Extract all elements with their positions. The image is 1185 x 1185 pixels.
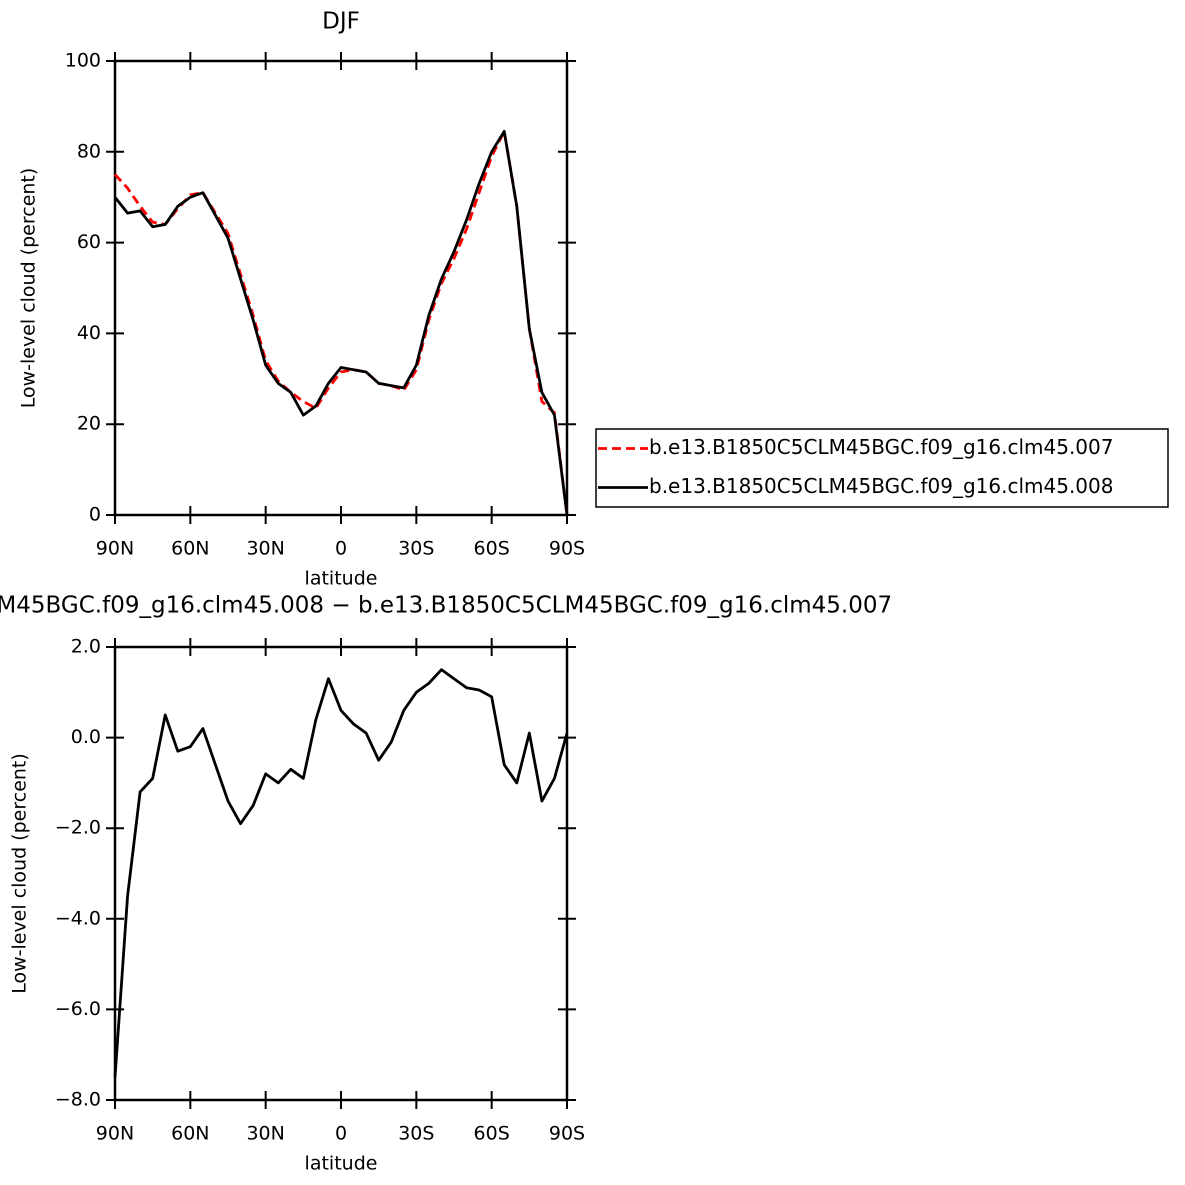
legend-box bbox=[595, 428, 1169, 508]
x-tick-label: 90S bbox=[549, 538, 585, 560]
x-tick-label: 60N bbox=[171, 538, 209, 560]
y-tick-label: 0 bbox=[89, 504, 101, 526]
data-line bbox=[113, 129, 569, 516]
y-tick-label: −6.0 bbox=[55, 998, 101, 1020]
x-tick-label: 90N bbox=[96, 538, 134, 560]
chart-title: DJF bbox=[322, 9, 360, 35]
x-tick-label: 60N bbox=[171, 1123, 209, 1145]
y-tick-label: −2.0 bbox=[55, 817, 101, 839]
x-tick-label: 90S bbox=[549, 1123, 585, 1145]
y-tick-label: 60 bbox=[77, 231, 101, 253]
legend-label: b.e13.B1850C5CLM45BGC.f09_g16.clm45.008 bbox=[649, 474, 1113, 498]
x-tick-label: 60S bbox=[474, 538, 510, 560]
y-axis-label: Low-level cloud (percent) bbox=[18, 168, 40, 409]
x-tick-label: 0 bbox=[335, 538, 347, 560]
y-tick-label: −4.0 bbox=[55, 907, 101, 929]
x-tick-label: 30S bbox=[398, 538, 434, 560]
y-tick-label: −8.0 bbox=[55, 1089, 101, 1111]
x-axis-label: latitude bbox=[305, 568, 378, 590]
y-tick-label: 100 bbox=[65, 50, 101, 72]
x-axis-label: latitude bbox=[305, 1153, 378, 1175]
x-tick-label: 90N bbox=[96, 1123, 134, 1145]
x-tick-label: 30N bbox=[246, 538, 284, 560]
plot-frame bbox=[113, 645, 569, 1102]
x-tick-label: 0 bbox=[335, 1123, 347, 1145]
y-axis-label: Low-level cloud (percent) bbox=[9, 753, 31, 994]
x-tick-label: 30S bbox=[398, 1123, 434, 1145]
y-tick-label: 20 bbox=[77, 413, 101, 435]
x-tick-label: 60S bbox=[474, 1123, 510, 1145]
data-line bbox=[113, 129, 569, 516]
plot-frame bbox=[113, 59, 569, 517]
y-tick-label: 2.0 bbox=[71, 636, 101, 658]
chart-title: b.e13.B1850C5CLM45BGC.f09_g16.clm45.008 … bbox=[0, 593, 892, 619]
y-tick-label: 0.0 bbox=[71, 726, 101, 748]
y-tick-label: 80 bbox=[77, 140, 101, 162]
legend-label: b.e13.B1850C5CLM45BGC.f09_g16.clm45.007 bbox=[649, 435, 1113, 459]
data-line bbox=[113, 668, 569, 1078]
x-tick-label: 30N bbox=[246, 1123, 284, 1145]
y-tick-label: 40 bbox=[77, 322, 101, 344]
